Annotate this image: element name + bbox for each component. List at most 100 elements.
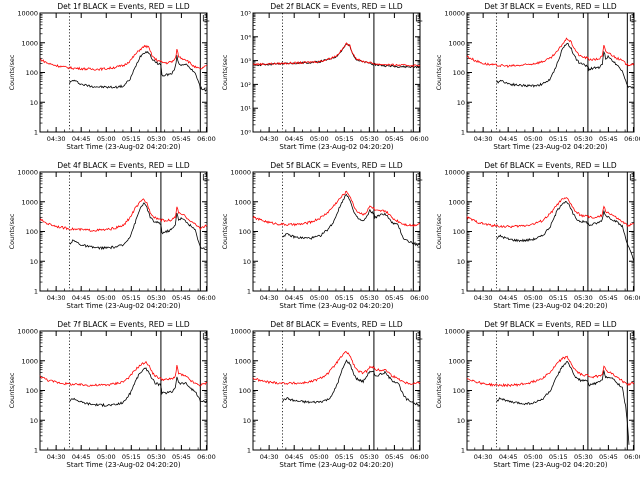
y-tick-label: 1000: [21, 198, 38, 206]
x-tick-label: 04:30: [474, 135, 493, 143]
x-tick-label: 04:45: [72, 294, 91, 302]
x-tick-label: 05:15: [335, 453, 354, 461]
x-tick-label: 05:30: [574, 135, 593, 143]
y-tick-label: 10: [457, 258, 465, 266]
y-tick-label: 10000: [444, 169, 465, 177]
events-series-line: [69, 202, 208, 251]
panel-det-4f: Det 4f BLACK = Events, RED = LLD 1 10 100 10…: [8, 161, 216, 310]
y-axis-label: Counts/sec: [8, 213, 16, 249]
y-tick-label: 1: [247, 447, 251, 455]
plot-frame: [39, 330, 208, 451]
y-tick-label: 10⁵: [240, 10, 251, 18]
y-tick-label: 100: [453, 387, 465, 395]
panel-det-5f: Det 5f BLACK = Events, RED = LLD 1 10 100 10…: [221, 161, 429, 310]
x-tick-label: 05:45: [599, 135, 618, 143]
x-tick-label: 05:45: [599, 453, 618, 461]
lld-series-line: [252, 351, 421, 385]
plot-frame: [39, 171, 208, 292]
x-tick-label: 05:15: [335, 135, 354, 143]
panel-det-8f: Det 8f BLACK = Events, RED = LLD 1 10 100 10…: [221, 320, 429, 469]
plot-frame: [39, 12, 208, 133]
y-tick-label: 100: [26, 228, 38, 236]
panel-title: Det 5f BLACK = Events, RED = LLD: [270, 161, 403, 170]
x-tick-label: 05:00: [524, 135, 543, 143]
x-tick-label: 04:45: [72, 135, 91, 143]
x-tick-label: 04:45: [285, 135, 304, 143]
x-axis-label: Start Time (23-Aug-02 04:20:20): [279, 143, 393, 151]
x-tick-label: 05:15: [122, 453, 141, 461]
x-tick-label: 06:00: [624, 453, 640, 461]
corner-marker: [629, 174, 637, 181]
events-series-line: [282, 359, 421, 407]
y-axis-label: Counts/sec: [435, 54, 443, 90]
panel-title: Det 9f BLACK = Events, RED = LLD: [484, 320, 617, 329]
x-axis-label: Start Time (23-Aug-02 04:20:20): [279, 302, 393, 310]
x-tick-label: 05:30: [147, 294, 166, 302]
y-tick-label: 1000: [21, 357, 38, 365]
panel-det-6f: Det 6f BLACK = Events, RED = LLD 1 10 100 10…: [435, 161, 640, 310]
x-tick-label: 05:00: [310, 135, 329, 143]
corner-marker: [415, 174, 423, 181]
lld-series-line: [252, 190, 421, 228]
panel-title: Det 7f BLACK = Events, RED = LLD: [57, 320, 190, 329]
x-tick-label: 06:00: [197, 294, 216, 302]
x-axis-label: Start Time (23-Aug-02 04:20:20): [493, 302, 607, 310]
y-tick-label: 1: [247, 288, 251, 296]
y-tick-label: 10000: [17, 328, 38, 336]
x-tick-label: 06:00: [410, 453, 429, 461]
x-tick-label: 06:00: [197, 135, 216, 143]
x-tick-label: 06:00: [624, 135, 640, 143]
panel-det-3f: Det 3f BLACK = Events, RED = LLD 1 10 100 10…: [435, 2, 640, 151]
y-tick-label: 100: [26, 387, 38, 395]
corner-marker: [415, 15, 423, 22]
x-tick-label: 04:45: [285, 453, 304, 461]
x-tick-label: 05:45: [172, 453, 191, 461]
y-tick-label: 1000: [448, 198, 465, 206]
events-series-line: [282, 193, 421, 247]
x-tick-label: 04:30: [47, 294, 66, 302]
y-axis-label: Counts/sec: [221, 372, 229, 408]
x-tick-label: 05:45: [172, 294, 191, 302]
y-tick-label: 1000: [234, 198, 251, 206]
y-tick-label: 100: [453, 69, 465, 77]
y-tick-label: 10⁰: [240, 129, 251, 137]
y-tick-label: 1: [461, 288, 465, 296]
x-tick-label: 05:15: [549, 453, 568, 461]
lld-series-line: [466, 37, 635, 68]
x-tick-label: 06:00: [410, 294, 429, 302]
x-tick-label: 04:30: [474, 453, 493, 461]
panel-det-1f: Det 1f BLACK = Events, RED = LLD 1 10 100 10…: [8, 2, 216, 151]
lld-series-line: [466, 197, 635, 229]
y-tick-label: 10: [30, 258, 38, 266]
y-tick-label: 1: [34, 288, 38, 296]
y-axis-label: Counts/sec: [435, 213, 443, 249]
y-tick-label: 1000: [21, 39, 38, 47]
y-axis-label: Counts/sec: [221, 213, 229, 249]
panel-det-9f: Det 9f BLACK = Events, RED = LLD 1 10 100 10…: [435, 320, 640, 469]
x-tick-label: 05:45: [385, 453, 404, 461]
y-tick-label: 1000: [448, 357, 465, 365]
lld-series-line: [39, 198, 208, 232]
plot-frame: [466, 171, 635, 292]
x-tick-label: 05:45: [599, 294, 618, 302]
lld-series-line: [39, 44, 207, 72]
y-tick-label: 10000: [444, 328, 465, 336]
x-tick-label: 05:15: [335, 294, 354, 302]
x-tick-label: 05:30: [574, 294, 593, 302]
panel-title: Det 3f BLACK = Events, RED = LLD: [484, 2, 617, 11]
events-series-line: [496, 201, 635, 262]
x-tick-label: 05:45: [385, 294, 404, 302]
y-tick-label: 10: [243, 258, 251, 266]
x-tick-label: 05:45: [172, 135, 191, 143]
y-tick-label: 1: [461, 129, 465, 137]
events-series-line: [69, 50, 208, 92]
corner-marker: [629, 15, 637, 22]
y-tick-label: 1000: [448, 39, 465, 47]
y-tick-label: 10000: [17, 10, 38, 18]
x-axis-label: Start Time (23-Aug-02 04:20:20): [66, 461, 180, 469]
x-tick-label: 05:00: [524, 294, 543, 302]
lld-series-line: [252, 42, 421, 68]
x-axis-label: Start Time (23-Aug-02 04:20:20): [279, 461, 393, 469]
y-tick-label: 10⁴: [240, 33, 251, 41]
corner-marker: [202, 15, 210, 22]
